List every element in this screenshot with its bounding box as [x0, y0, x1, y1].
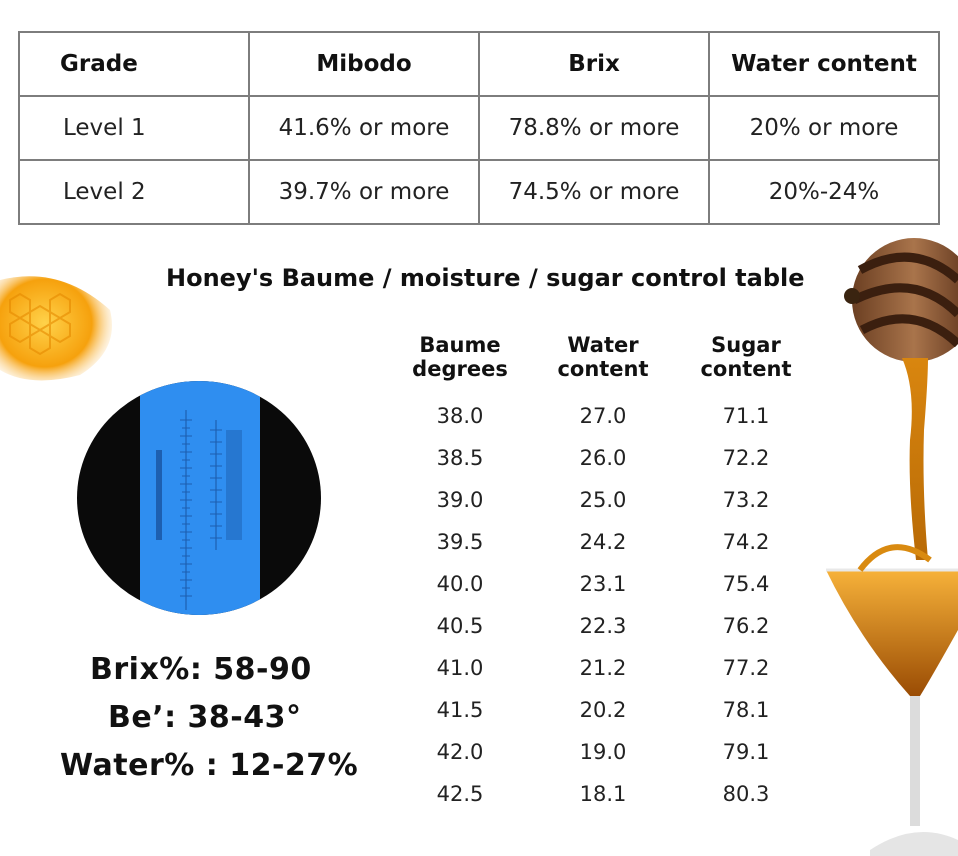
brix-cell: 78.8% or more: [478, 95, 710, 161]
water-cell: 23.1: [579, 572, 627, 596]
baume-cell: 38.5: [436, 446, 484, 470]
sugar-cell: 78.1: [722, 698, 770, 722]
table-row: Level 1 41.6% or more 78.8% or more 20% …: [18, 95, 940, 161]
water-cell: 24.2: [579, 530, 627, 554]
water-cell: 26.0: [579, 446, 627, 470]
header-line: Water: [567, 333, 639, 357]
baume-cell: 42.0: [436, 740, 484, 764]
header-line: degrees: [412, 357, 508, 381]
water-cell: 22.3: [579, 614, 627, 638]
header-line: Baume: [419, 333, 501, 357]
baume-cell: 41.5: [436, 698, 484, 722]
baume-cell: 41.0: [436, 656, 484, 680]
header-line: Sugar: [711, 333, 781, 357]
water-cell: 19.0: [579, 740, 627, 764]
sugar-cell: 75.4: [722, 572, 770, 596]
header-water-content: Water content: [708, 31, 940, 97]
baume-spec: Be’: 38-43°: [108, 700, 302, 735]
water-cell: 27.0: [579, 404, 627, 428]
water-cell: 21.2: [579, 656, 627, 680]
baume-cell: 42.5: [436, 782, 484, 806]
mibodo-cell: 41.6% or more: [248, 95, 480, 161]
honey-glass-image: [826, 544, 958, 856]
header-mibodo: Mibodo: [248, 31, 480, 97]
header-water-content-ctrl: Water content: [543, 333, 663, 381]
sugar-cell: 76.2: [722, 614, 770, 638]
honeycomb-image: [0, 276, 112, 381]
sugar-cell: 72.2: [722, 446, 770, 470]
grade-cell: Level 1: [18, 95, 250, 161]
header-line: content: [700, 357, 792, 381]
baume-cell: 39.0: [436, 488, 484, 512]
header-sugar-content: Sugar content: [686, 333, 806, 381]
table-row: Level 2 39.7% or more 74.5% or more 20%-…: [18, 159, 940, 225]
baume-cell: 40.5: [436, 614, 484, 638]
grade-table: Grade Mibodo Brix Water content Level 1 …: [18, 31, 940, 225]
header-brix: Brix: [478, 31, 710, 97]
water-spec: Water% : 12-27%: [60, 748, 359, 783]
sugar-cell: 73.2: [722, 488, 770, 512]
control-table-title: Honey's Baume / moisture / sugar control…: [166, 264, 805, 292]
header-baume-degrees: Baume degrees: [400, 333, 520, 381]
baume-cell: 39.5: [436, 530, 484, 554]
refractometer-lens-image: [77, 381, 321, 615]
baume-cell: 38.0: [436, 404, 484, 428]
mibodo-cell: 39.7% or more: [248, 159, 480, 225]
brix-spec: Brix%: 58-90: [90, 652, 312, 687]
honey-dipper-image: [844, 238, 958, 560]
header-line: content: [557, 357, 649, 381]
grade-cell: Level 2: [18, 159, 250, 225]
water-cell: 18.1: [579, 782, 627, 806]
sugar-cell: 80.3: [722, 782, 770, 806]
sugar-cell: 79.1: [722, 740, 770, 764]
brix-cell: 74.5% or more: [478, 159, 710, 225]
sugar-cell: 74.2: [722, 530, 770, 554]
header-grade: Grade: [18, 31, 250, 97]
water-cell: 25.0: [579, 488, 627, 512]
water-cell: 20%-24%: [708, 159, 940, 225]
water-cell: 20% or more: [708, 95, 940, 161]
grade-table-header-row: Grade Mibodo Brix Water content: [18, 31, 940, 97]
sugar-cell: 77.2: [722, 656, 770, 680]
baume-cell: 40.0: [436, 572, 484, 596]
water-cell: 20.2: [579, 698, 627, 722]
sugar-cell: 71.1: [722, 404, 770, 428]
